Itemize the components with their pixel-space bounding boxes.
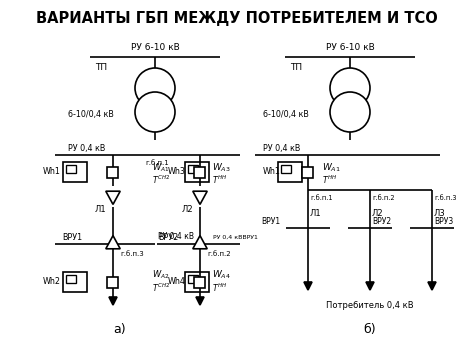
Text: ТП: ТП (290, 64, 302, 72)
Polygon shape (428, 282, 436, 290)
Text: ВРУ2: ВРУ2 (372, 217, 391, 225)
Text: а): а) (114, 323, 126, 337)
Text: $T^{НН}$: $T^{НН}$ (212, 282, 227, 294)
Polygon shape (193, 191, 207, 204)
Bar (63, 162, 87, 182)
Circle shape (135, 68, 175, 108)
Text: ВАРИАНТЫ ГБП МЕЖДУ ПОТРЕБИТЕЛЕМ И ТСО: ВАРИАНТЫ ГБП МЕЖДУ ПОТРЕБИТЕЛЕМ И ТСО (36, 11, 438, 26)
Text: ВРУ2: ВРУ2 (158, 233, 178, 241)
Text: $W_{A3}$: $W_{A3}$ (212, 162, 231, 174)
Text: РУ 6-10 кВ: РУ 6-10 кВ (131, 44, 179, 53)
Text: Л2: Л2 (372, 208, 383, 218)
Polygon shape (304, 282, 312, 290)
Text: г.б.п.2: г.б.п.2 (372, 195, 395, 201)
Text: РУ 0,4 кВ: РУ 0,4 кВ (158, 233, 194, 241)
Text: РУ 0,4 кВВРУ1: РУ 0,4 кВВРУ1 (213, 235, 258, 240)
Text: $T^{СН2}$: $T^{СН2}$ (152, 282, 170, 294)
Text: б): б) (364, 323, 376, 337)
Bar (188, 275, 198, 283)
Text: Wh2: Wh2 (43, 278, 61, 286)
Text: г.б.п.1: г.б.п.1 (310, 195, 332, 201)
Text: РУ 6-10 кВ: РУ 6-10 кВ (326, 44, 374, 53)
Text: Л1: Л1 (95, 206, 107, 214)
Bar (63, 272, 87, 292)
Text: 6-10/0,4 кВ: 6-10/0,4 кВ (68, 110, 114, 120)
Text: г.б.п.3: г.б.п.3 (120, 251, 144, 257)
Text: ВРУ1: ВРУ1 (261, 217, 280, 225)
Text: $T^{НН}$: $T^{НН}$ (212, 174, 227, 186)
Text: ВРУ3: ВРУ3 (434, 217, 453, 225)
Text: Л1: Л1 (310, 208, 322, 218)
Polygon shape (106, 191, 120, 204)
Bar (194, 166, 206, 178)
Text: ТП: ТП (95, 64, 107, 72)
Text: Л3: Л3 (434, 208, 446, 218)
Circle shape (330, 68, 370, 108)
Bar (188, 165, 198, 173)
Bar (281, 165, 291, 173)
Bar (194, 277, 206, 288)
Bar (278, 162, 302, 182)
Circle shape (135, 92, 175, 132)
Bar (185, 162, 209, 182)
Text: Wh3: Wh3 (168, 168, 186, 176)
Text: $W_{A4}$: $W_{A4}$ (212, 269, 231, 281)
Text: $W_{A1}$: $W_{A1}$ (152, 162, 169, 174)
Text: 6-10/0,4 кВ: 6-10/0,4 кВ (263, 110, 309, 120)
Text: Потребитель 0,4 кВ: Потребитель 0,4 кВ (326, 300, 414, 310)
Text: Л2: Л2 (182, 206, 193, 214)
Text: $T^{СН2}$: $T^{СН2}$ (152, 174, 170, 186)
Text: $T^{НН}$: $T^{НН}$ (322, 174, 337, 186)
Bar (66, 275, 76, 283)
Polygon shape (193, 236, 207, 249)
Text: ВРУ1: ВРУ1 (62, 233, 82, 241)
Bar (185, 272, 209, 292)
Text: РУ 0,4 кВ: РУ 0,4 кВ (263, 143, 301, 153)
Text: $W_{A1}$: $W_{A1}$ (322, 162, 341, 174)
Bar (302, 166, 313, 178)
Polygon shape (106, 236, 120, 249)
Text: Wh4: Wh4 (168, 278, 186, 286)
Text: Wh1: Wh1 (43, 168, 61, 176)
Text: РУ 0,4 кВ: РУ 0,4 кВ (68, 143, 105, 153)
Circle shape (330, 92, 370, 132)
Polygon shape (366, 282, 374, 290)
Bar (108, 277, 118, 288)
Text: г.б.п.1: г.б.п.1 (145, 160, 169, 166)
Text: г.б.п.3: г.б.п.3 (434, 195, 456, 201)
Text: г.б.п.2: г.б.п.2 (207, 251, 231, 257)
Text: $W_{A2}$: $W_{A2}$ (152, 269, 169, 281)
Polygon shape (196, 297, 204, 305)
Text: Wh1: Wh1 (263, 168, 281, 176)
Polygon shape (109, 297, 117, 305)
Bar (108, 166, 118, 178)
Bar (66, 165, 76, 173)
